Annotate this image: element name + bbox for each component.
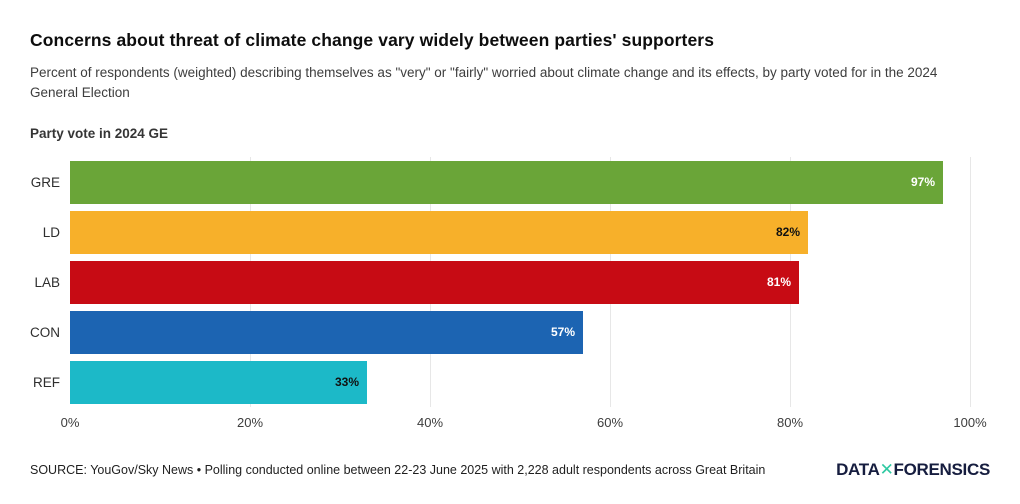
data-x-forensics-logo: DATA✕FORENSICS [836,460,990,480]
category-label-con: CON [30,324,60,340]
category-label-ref: REF [33,374,60,390]
category-label-gre: GRE [30,174,60,190]
chart-subtitle: Percent of respondents (weighted) descri… [30,65,938,100]
bar-rows: GRE 97% LD 82% LAB 81% CON 57% REF 33% [30,157,970,407]
chart-title: Concerns about threat of climate change … [30,30,715,50]
bar-row-gre: GRE 97% [30,157,970,207]
bar-row-con: CON 57% [30,307,970,357]
logo-part-forensics: FORENSICS [893,460,991,479]
bar-value-con: 57% [550,325,575,340]
bar-track-lab: 81% [70,260,970,304]
category-label-lab: LAB [34,274,60,290]
bar-track-con: 57% [70,310,970,354]
chart-footer: SOURCE: YouGov/Sky News • Polling conduc… [0,460,1020,480]
bar-track-ref: 33% [70,360,970,404]
bar-lab: 81% [70,260,799,304]
bar-track-ld: 82% [70,210,970,254]
bar-chart: GRE 97% LD 82% LAB 81% CON 57% REF 33% 0% 20% 40% 60… [30,157,987,433]
bar-value-ld: 82% [775,225,800,240]
bar-track-gre: 97% [70,160,970,204]
x-tick-100: 100% [953,415,987,431]
source-note: SOURCE: YouGov/Sky News • Polling conduc… [30,463,766,477]
bar-ld: 82% [70,210,808,254]
x-tick-80: 80% [776,415,804,431]
gridline-100 [970,157,971,408]
bar-con: 57% [70,310,583,354]
bar-row-ld: LD 82% [30,207,970,257]
bar-ref: 33% [70,360,367,404]
logo-part-data: DATA [836,460,880,479]
x-tick-60: 60% [596,415,624,431]
logo-x-icon: ✕ [879,460,894,479]
x-tick-20: 20% [236,415,264,431]
y-axis-title: Party vote in 2024 GE [30,126,169,142]
bar-row-ref: REF 33% [30,357,970,407]
x-axis: 0% 20% 40% 60% 80% 100% [61,407,987,433]
bar-gre: 97% [70,160,943,204]
bar-row-lab: LAB 81% [30,257,970,307]
bar-value-ref: 33% [334,375,359,390]
x-tick-40: 40% [416,415,444,431]
chart-header: Concerns about threat of climate change … [0,0,1020,141]
x-tick-0: 0% [60,415,80,431]
category-label-ld: LD [42,224,60,240]
bar-value-gre: 97% [910,175,935,190]
bar-value-lab: 81% [766,275,791,290]
